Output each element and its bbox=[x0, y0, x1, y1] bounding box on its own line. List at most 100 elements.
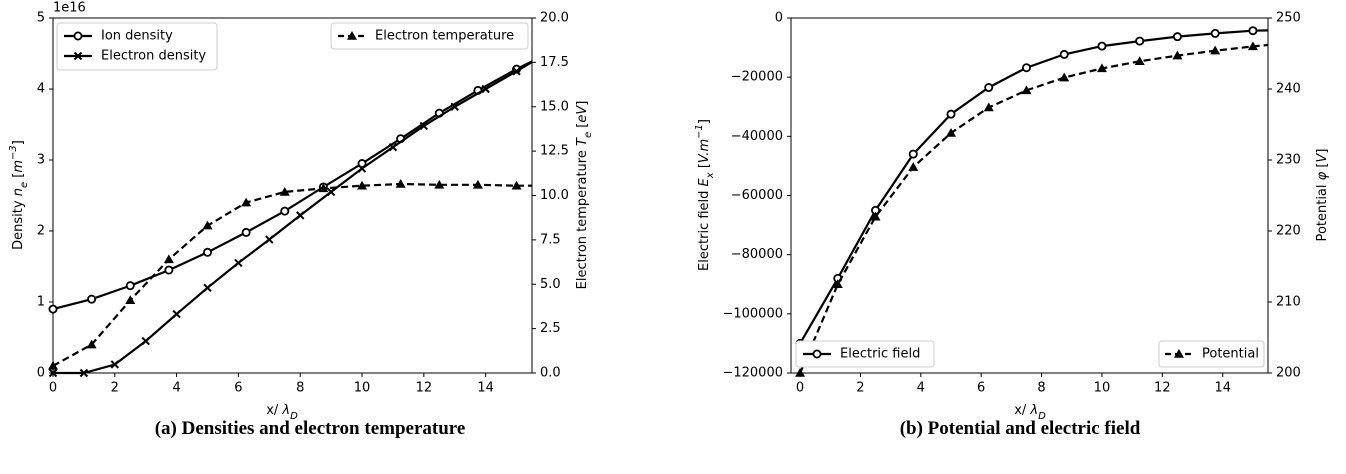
chart1-data-point bbox=[326, 187, 336, 197]
chart2-data-point bbox=[870, 211, 881, 221]
chart2-data-point bbox=[1134, 56, 1145, 66]
chart2-y-left-tick-label: 0 bbox=[775, 11, 783, 26]
chart1-y-left-tick-label: 0 bbox=[37, 366, 45, 381]
chart2-data-point bbox=[946, 109, 956, 119]
chart2-y-right-label: Potential φ [V] bbox=[1315, 149, 1330, 242]
chart2-data-point bbox=[908, 162, 919, 171]
chart1-data-point bbox=[481, 84, 490, 94]
chart2-data-point bbox=[1021, 85, 1032, 95]
chart2-legend-left-box bbox=[795, 340, 935, 368]
caption-a: (a) Densities and electron temperature bbox=[154, 418, 466, 439]
chart1-y-right-tick-label: 20.0 bbox=[540, 11, 569, 26]
chart1-data-point bbox=[357, 164, 367, 173]
chart1-series-line bbox=[52, 60, 533, 311]
chart1-y-right-tick-label: 12.5 bbox=[540, 144, 569, 159]
chart2-data-point bbox=[984, 83, 994, 93]
chart1-x-tick-label: 12 bbox=[416, 381, 433, 396]
chart2-data-point bbox=[1172, 32, 1182, 42]
chart2-data-point bbox=[1172, 50, 1183, 60]
chart2-series-line bbox=[799, 29, 1269, 344]
chart2-data-point bbox=[1210, 28, 1220, 38]
chart1-x-tick-label: 8 bbox=[296, 381, 304, 396]
chart1-data-point bbox=[86, 339, 97, 349]
chart2-x-tick-label: 4 bbox=[917, 381, 925, 396]
chart2-y-right-tick-label: 200 bbox=[1276, 366, 1301, 381]
chart1-data-point bbox=[265, 235, 274, 244]
chart2-y-right-tick-label: 210 bbox=[1276, 295, 1301, 310]
chart2-y-left-label: Electric field Ex [V.m−1] bbox=[694, 119, 716, 271]
chart2-data-point bbox=[946, 128, 957, 137]
chart1-data-point bbox=[48, 304, 58, 314]
chart1-y-left-tick-label: 4 bbox=[37, 82, 45, 97]
chart1-data-point bbox=[141, 336, 150, 346]
chart2-legend-field-label: Electric field bbox=[840, 347, 920, 362]
chart1-data-point bbox=[172, 309, 181, 319]
chart1-x-axis-label: x/ λD bbox=[266, 403, 298, 422]
chart2-legend-potential-label: Potential bbox=[1202, 347, 1259, 362]
chart2-data-point bbox=[1096, 63, 1107, 73]
chart1-data-point bbox=[388, 143, 398, 152]
chart2-data-point bbox=[983, 102, 994, 112]
chart2-y-left-tick-label: −40000 bbox=[731, 129, 783, 144]
chart2-data-point bbox=[908, 149, 918, 159]
chart1-x-tick-label: 4 bbox=[172, 381, 180, 396]
chart2-x-tick-label: 0 bbox=[796, 381, 804, 396]
chart2-series-line bbox=[799, 43, 1269, 374]
chart1-y-left-tick-label: 2 bbox=[37, 224, 45, 239]
chart1-data-point bbox=[241, 227, 251, 237]
chart2-legend-right-box bbox=[1158, 340, 1265, 368]
chart2-data-point bbox=[1247, 41, 1258, 51]
chart2-x-axis-label: x/ λD bbox=[1014, 403, 1046, 422]
chart2-x-tick-label: 10 bbox=[1094, 381, 1111, 396]
chart1-data-point bbox=[234, 258, 243, 268]
chart2-data-point bbox=[1059, 49, 1069, 59]
chart1-legend-ion-marker bbox=[73, 31, 83, 41]
chart1-data-point bbox=[419, 121, 429, 131]
chart1-legend-temp-marker bbox=[347, 31, 357, 40]
chart1-y-right-tick-label: 10.0 bbox=[540, 188, 569, 203]
chart1-x-tick-label: 14 bbox=[477, 381, 494, 396]
chart2-x-tick-label: 14 bbox=[1214, 381, 1231, 396]
chart1-data-point bbox=[434, 179, 445, 189]
chart2-data-point bbox=[1135, 36, 1145, 46]
chart1-data-point bbox=[472, 179, 483, 189]
chart1-data-point bbox=[450, 102, 459, 111]
chart2-legend-potential-marker bbox=[1174, 349, 1184, 358]
chart1-legend-right-box bbox=[330, 22, 529, 50]
chart1-data-point bbox=[125, 295, 136, 304]
chart1-y-left-tick-label: 3 bbox=[37, 153, 45, 168]
chart1-series-line bbox=[52, 182, 532, 367]
chart1-data-point bbox=[48, 368, 58, 378]
chart1-data-point bbox=[241, 197, 252, 207]
chart2-y-left-tick-label: −120000 bbox=[722, 366, 783, 381]
chart1-legend-left-box bbox=[56, 22, 218, 71]
chart1-x-tick-label: 10 bbox=[354, 381, 371, 396]
chart2-y-left-tick-label: −60000 bbox=[731, 188, 783, 203]
chart2-y-right-tick-label: 220 bbox=[1276, 224, 1301, 239]
chart1-data-point bbox=[163, 254, 174, 264]
chart1-data-point bbox=[280, 206, 290, 216]
chart1-y-left-tick-label: 5 bbox=[37, 11, 45, 26]
chart1-y-right-tick-label: 7.5 bbox=[540, 232, 561, 247]
chart2-x-tick-label: 8 bbox=[1037, 381, 1045, 396]
chart1-data-point bbox=[395, 178, 406, 188]
chart2-data-point bbox=[795, 368, 806, 377]
chart1-data-point bbox=[79, 368, 89, 378]
chart1-y-right-tick-label: 15.0 bbox=[540, 99, 569, 114]
chart2-data-point bbox=[1021, 63, 1031, 73]
chart2-x-tick-label: 2 bbox=[856, 381, 864, 396]
chart1-legend-temp-label: Electron temperature bbox=[375, 29, 514, 44]
chart2-y-left-tick-label: −20000 bbox=[731, 70, 783, 85]
chart1-data-point bbox=[203, 247, 213, 257]
chart1-legend-ion-label: Ion density bbox=[101, 29, 173, 44]
chart1-legend-electron-marker bbox=[73, 51, 83, 61]
chart2-y-left-tick-label: −80000 bbox=[731, 247, 783, 262]
chart1-data-point bbox=[125, 281, 135, 291]
chart1-data-point bbox=[296, 211, 305, 220]
chart1-y-left-tick-label: 1 bbox=[37, 295, 45, 310]
chart1-y-right-label: Electron temperature Te [eV] bbox=[575, 101, 594, 290]
chart2-x-tick-label: 6 bbox=[977, 381, 985, 396]
chart1-y-right-tick-label: 5.0 bbox=[540, 277, 561, 292]
